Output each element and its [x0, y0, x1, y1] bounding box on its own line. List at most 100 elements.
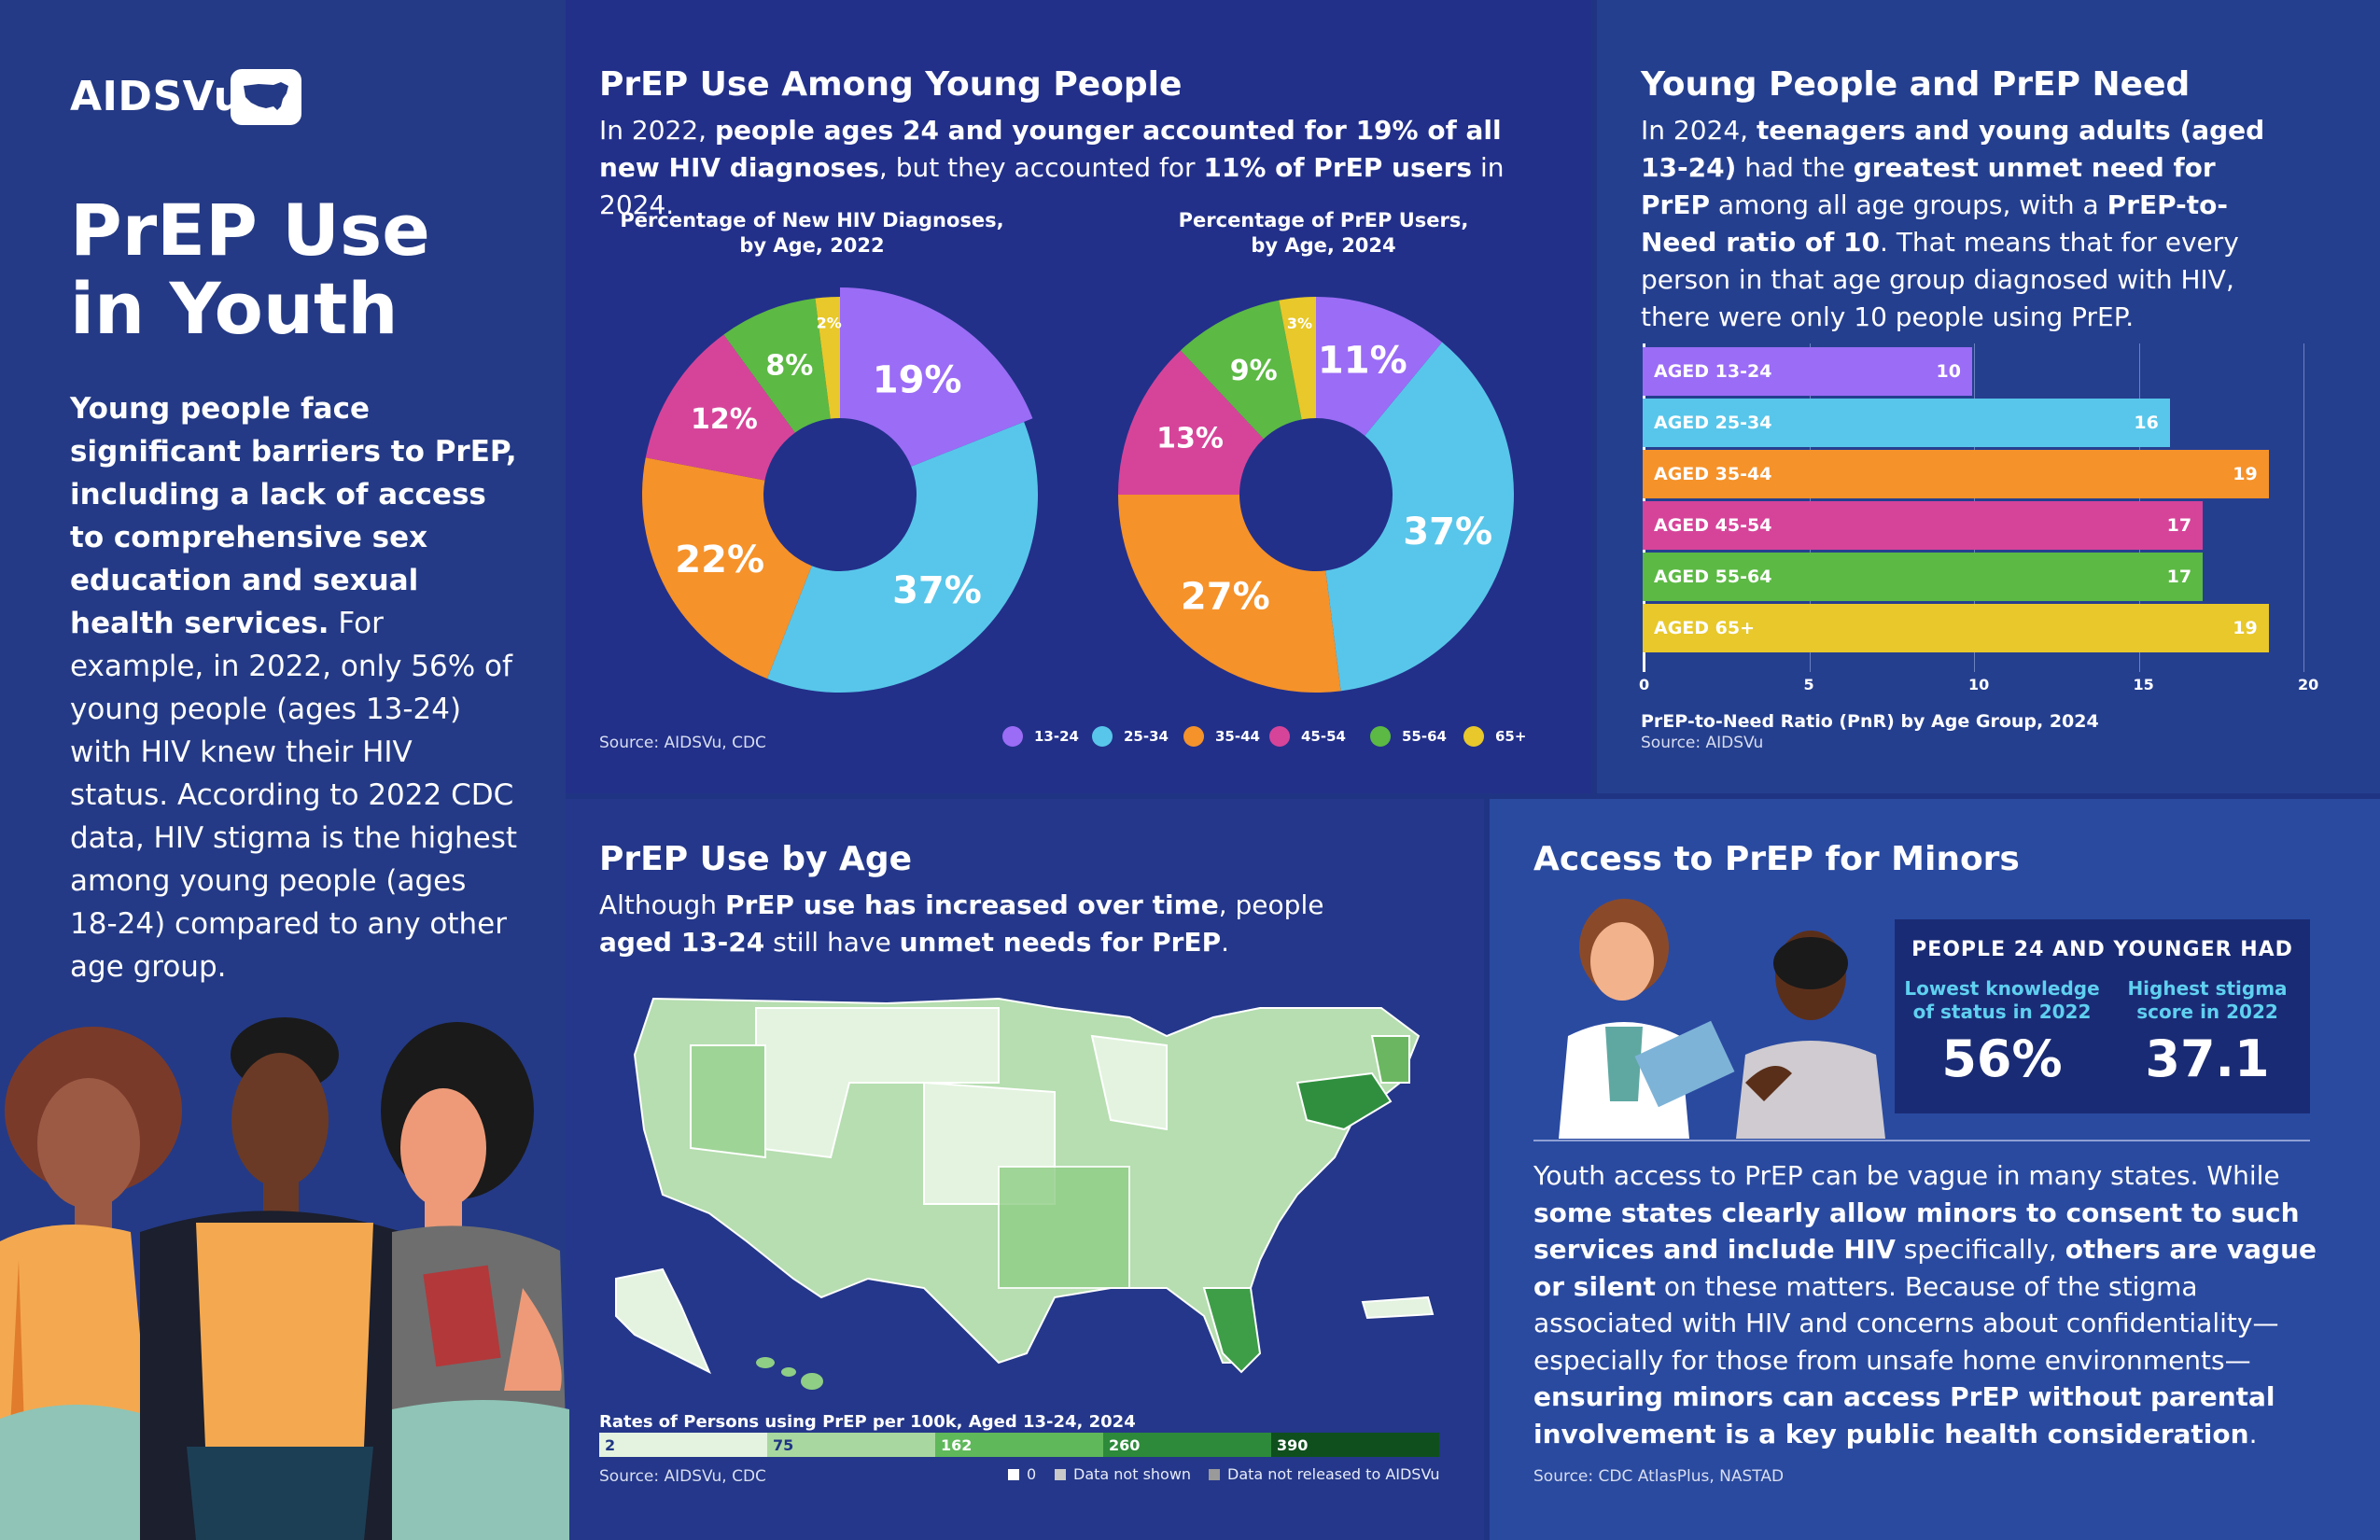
minors-title: Access to PrEP for Minors — [1533, 840, 2020, 878]
legend-not-released: Data not released to AIDSVu — [1209, 1465, 1439, 1483]
donut-slice-25-34 — [766, 421, 1038, 693]
map-legend-bin: 260 — [1103, 1433, 1271, 1457]
us-map-icon — [231, 69, 301, 125]
map-legend-bin: 390 — [1271, 1433, 1439, 1457]
prep-young-text: In 2022, people ages 24 and younger acco… — [599, 115, 1505, 220]
stats-box: PEOPLE 24 AND YOUNGER HAD Lowest knowled… — [1895, 919, 2310, 1113]
legend-dot — [1269, 726, 1290, 747]
legend-label: 35-44 — [1215, 728, 1260, 745]
bar-aged-55-64: AGED 55-64 17 — [1643, 553, 2204, 601]
donut-chart-prep-users: 11% 37% 27% 13% 9% 3% — [1118, 297, 1514, 693]
stat2-label: Highest stigma score in 2022 — [2127, 977, 2288, 1023]
donut2-title: Percentage of PrEP Users, by Age, 2024 — [1178, 209, 1469, 257]
intro-text: Young people face significant barriers t… — [70, 392, 518, 984]
stat1-label: Lowest knowledge of status in 2022 — [1904, 977, 2100, 1023]
young-people-illustration — [0, 1017, 569, 1540]
minors-text: Youth access to PrEP can be vague in man… — [1533, 1160, 2317, 1449]
donut-label-55-64: 8% — [765, 349, 813, 382]
legend-zero: 0 — [1008, 1465, 1036, 1483]
by-age-source: Source: AIDSVu, CDC — [599, 1467, 766, 1486]
legend-dot — [1002, 726, 1023, 747]
donut-slice-45-54 — [645, 334, 795, 481]
donut-slice-13-24 — [840, 287, 1033, 467]
donut-slice-25-34 — [1325, 342, 1514, 692]
legend-item-45-54: 45-54 — [1269, 726, 1346, 747]
donut-label-65+: 3% — [1287, 315, 1312, 332]
prep-young-source: Source: AIDSVu, CDC — [599, 734, 766, 752]
donut-slice-55-64 — [723, 298, 831, 433]
legend-label: 65+ — [1495, 728, 1527, 745]
legend-item-35-44: 35-44 — [1183, 726, 1260, 747]
donut-chart-hiv-diagnoses: 19% 37% 22% 12%8% 2% — [642, 287, 1038, 693]
legend-item-13-24: 13-24 — [1002, 726, 1079, 747]
pnr-caption: PrEP-to-Need Ratio (PnR) by Age Group, 2… — [1641, 711, 2099, 732]
x-tick-label: 5 — [1803, 676, 1814, 693]
bar-category-label: AGED 13-24 — [1654, 361, 1772, 382]
legend-label: 13-24 — [1034, 728, 1079, 745]
legend-label: 45-54 — [1301, 728, 1346, 745]
bar-aged-25-34: AGED 25-34 16 — [1643, 399, 2170, 447]
stats-heading: PEOPLE 24 AND YOUNGER HAD — [1911, 938, 2293, 961]
stat2-value: 37.1 — [2145, 1029, 2270, 1088]
bar-category-label: AGED 55-64 — [1654, 567, 1772, 587]
x-tick-label: 0 — [1639, 676, 1650, 693]
legend-label: 55-64 — [1402, 728, 1447, 745]
donut-slice-45-54 — [1118, 350, 1264, 495]
donut-label-35-44: 27% — [1181, 575, 1270, 618]
legend-item-65+: 65+ — [1463, 726, 1526, 747]
by-age-text: Although PrEP use has increased over tim… — [599, 889, 1324, 958]
bar-value-label: 19 — [2233, 618, 2258, 638]
bar-category-label: AGED 45-54 — [1654, 515, 1772, 536]
donut-slice-35-44 — [642, 457, 812, 679]
x-tick-label: 20 — [2298, 676, 2319, 693]
donut-label-45-54: 12% — [691, 403, 758, 436]
us-choropleth-map — [615, 997, 1435, 1390]
map-legend-bin: 75 — [767, 1433, 935, 1457]
legend-item-25-34: 25-34 — [1092, 726, 1169, 747]
donut-slice-55-64 — [1180, 300, 1302, 440]
donut-slice-35-44 — [1118, 495, 1341, 693]
bar-aged-45-54: AGED 45-54 17 — [1643, 501, 2204, 550]
legend-dot — [1463, 726, 1484, 747]
minors-source: Source: CDC AtlasPlus, NASTAD — [1533, 1467, 1785, 1486]
donut-label-45-54: 13% — [1156, 423, 1224, 455]
bar-value-label: 19 — [2233, 464, 2258, 484]
bar-value-label: 16 — [2134, 413, 2159, 433]
x-tick-label: 10 — [1968, 676, 1990, 693]
bar-value-label: 17 — [2166, 515, 2192, 536]
donut-slice-65+ — [1279, 297, 1316, 420]
stats-divider — [1533, 1140, 2310, 1141]
donut-label-25-34: 37% — [1403, 511, 1492, 553]
x-tick-label: 15 — [2133, 676, 2154, 693]
need-text: In 2024, teenagers and young adults (age… — [1641, 115, 2265, 332]
donut-label-25-34: 37% — [892, 569, 982, 612]
map-caption: Rates of Persons using PrEP per 100k, Ag… — [599, 1412, 1136, 1432]
bar-category-label: AGED 35-44 — [1654, 464, 1772, 484]
donut-slice-13-24 — [1316, 297, 1443, 436]
bar-aged-65+: AGED 65+ 19 — [1643, 604, 2269, 652]
legend-not-shown: Data not shown — [1055, 1465, 1191, 1483]
pnr-bar-chart: 0 5 10 15 20 AGED 13-24 10 AGED 25-34 16 AGED 35-… — [1639, 343, 2318, 693]
legend-dot — [1092, 726, 1113, 747]
map-legend-bin: 162 — [935, 1433, 1103, 1457]
need-title: Young People and PrEP Need — [1641, 65, 2191, 104]
donut-label-35-44: 22% — [675, 539, 764, 581]
donut-label-13-24: 11% — [1318, 340, 1407, 383]
bar-aged-35-44: AGED 35-44 19 — [1643, 450, 2269, 498]
bar-category-label: AGED 25-34 — [1654, 413, 1772, 433]
donut1-title: Percentage of New HIV Diagnoses, by Age,… — [620, 209, 1004, 257]
map-legend-bin: 2 — [599, 1433, 767, 1457]
page-title: PrEP Use in Youth — [70, 189, 430, 350]
gridline — [2303, 343, 2304, 672]
need-source: Source: AIDSVu — [1641, 734, 1764, 752]
brand-logo: AIDSVu — [70, 73, 244, 120]
donut-label-65+: 2% — [817, 314, 842, 331]
legend-dot — [1370, 726, 1391, 747]
bar-category-label: AGED 65+ — [1654, 618, 1756, 638]
prep-young-title: PrEP Use Among Young People — [599, 65, 1183, 104]
doctor-patient-illustration — [1559, 899, 1885, 1139]
by-age-title: PrEP Use by Age — [599, 840, 913, 878]
prep-need-panel — [1597, 0, 2380, 793]
stat1-value: 56% — [1941, 1029, 2063, 1088]
donut-label-13-24: 19% — [873, 358, 962, 401]
